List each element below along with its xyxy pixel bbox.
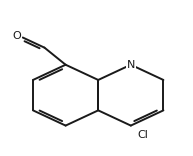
Text: N: N (127, 60, 135, 70)
Text: Cl: Cl (137, 130, 148, 140)
Text: O: O (13, 31, 21, 41)
